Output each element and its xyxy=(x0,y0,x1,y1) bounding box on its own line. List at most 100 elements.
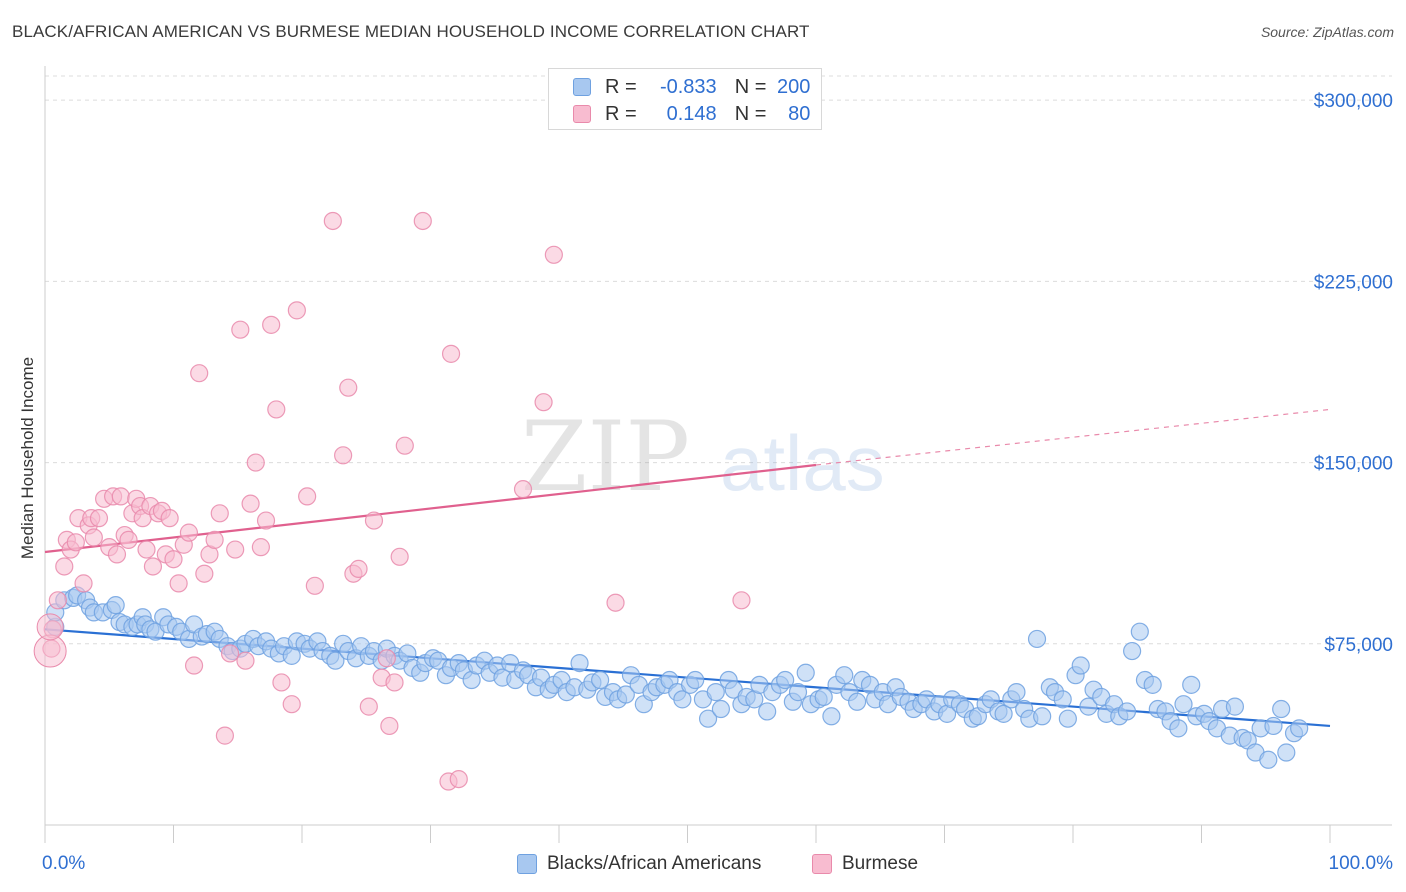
bottom-legend-label-burmese: Burmese xyxy=(842,853,919,874)
data-point xyxy=(111,487,130,506)
data-point xyxy=(1290,719,1309,738)
data-point xyxy=(210,504,229,523)
data-point xyxy=(848,692,867,711)
bottom-legend-swatch-blacks xyxy=(517,854,537,874)
data-point xyxy=(305,576,324,595)
legend-n-value: 200 xyxy=(777,75,811,98)
data-point xyxy=(673,690,692,709)
data-point xyxy=(698,709,718,728)
x-tick-label: 100.0% xyxy=(1329,853,1394,874)
series-burmese xyxy=(42,211,751,791)
data-point xyxy=(534,393,553,412)
data-point xyxy=(236,651,255,670)
data-point xyxy=(835,666,854,685)
data-point xyxy=(413,211,432,231)
data-point xyxy=(377,649,396,668)
legend-r-label: R = xyxy=(605,75,637,98)
data-point xyxy=(1272,699,1291,719)
x-tick-labels: 0.0% 100.0% xyxy=(42,853,1393,874)
data-point xyxy=(732,591,751,610)
data-point xyxy=(48,591,67,610)
data-point xyxy=(359,697,378,716)
data-point xyxy=(1225,697,1245,716)
bottom-legend-blacks[interactable]: Blacks/African Americans xyxy=(517,851,761,877)
data-point xyxy=(74,574,93,593)
data-point xyxy=(323,211,342,231)
legend-r-value: -0.833 xyxy=(659,75,717,98)
trend-line-burmese xyxy=(44,463,817,554)
data-point xyxy=(107,545,127,564)
data-point xyxy=(711,699,731,719)
data-point xyxy=(1071,656,1090,675)
data-point xyxy=(1053,690,1072,709)
data-point xyxy=(169,574,188,593)
data-point xyxy=(298,487,317,506)
data-point xyxy=(822,707,841,726)
data-points xyxy=(33,211,1309,791)
data-point xyxy=(334,446,353,465)
correlation-legend: R = -0.833 N = 200 R = 0.148 N = 80 xyxy=(548,68,822,130)
series-blacks xyxy=(46,586,1309,769)
data-point xyxy=(1130,622,1149,641)
data-point xyxy=(231,320,250,339)
data-point xyxy=(137,540,156,559)
grid-lines xyxy=(45,75,1392,645)
legend-row-blacks: R = -0.833 N = 200 xyxy=(573,76,810,98)
data-point xyxy=(1143,675,1162,694)
data-point xyxy=(1033,707,1052,726)
data-point xyxy=(1123,641,1142,661)
data-point xyxy=(591,670,610,690)
data-point xyxy=(1182,675,1201,694)
data-point xyxy=(776,670,795,690)
data-point xyxy=(184,656,204,675)
legend-row-burmese: R = 0.148 N = 80 xyxy=(573,103,810,125)
data-point xyxy=(267,400,286,419)
data-point xyxy=(119,530,138,549)
data-point xyxy=(164,550,183,569)
data-point xyxy=(262,315,281,334)
y-tick-label: $300,000 xyxy=(1314,91,1393,112)
data-point xyxy=(1169,719,1188,738)
data-point xyxy=(606,593,625,612)
data-point xyxy=(449,769,468,789)
legend-swatch-burmese xyxy=(573,105,591,123)
legend-swatch-blacks xyxy=(573,78,591,96)
data-point xyxy=(287,301,306,320)
data-point xyxy=(686,670,705,690)
y-axis-label: Median Household Income xyxy=(18,357,37,559)
legend-n-label: N = xyxy=(734,75,767,98)
data-point xyxy=(1058,709,1077,728)
watermark: ZIP atlas xyxy=(521,401,885,513)
data-point xyxy=(570,654,589,673)
data-point xyxy=(66,533,85,552)
y-tick-label: $150,000 xyxy=(1314,454,1393,475)
data-point xyxy=(106,596,125,615)
data-point xyxy=(758,702,777,721)
data-point xyxy=(195,564,214,583)
data-point xyxy=(544,245,563,264)
data-point xyxy=(616,685,635,704)
y-tick-label: $225,000 xyxy=(1314,272,1393,293)
data-point xyxy=(364,511,384,530)
data-point xyxy=(1277,743,1296,762)
legend-r-value: 0.148 xyxy=(666,102,717,125)
data-point xyxy=(160,509,179,528)
y-tick-label: $75,000 xyxy=(1324,635,1393,656)
bottom-legend-burmese[interactable]: Burmese xyxy=(812,851,918,877)
data-point xyxy=(349,559,368,578)
data-point xyxy=(326,651,345,670)
data-point xyxy=(251,538,270,557)
y-tick-labels: $75,000 $150,000 $225,000 $300,000 xyxy=(1314,91,1393,656)
data-point xyxy=(385,673,404,692)
data-point xyxy=(1259,750,1278,769)
data-point xyxy=(994,704,1013,723)
legend-r-label: R = xyxy=(605,102,637,125)
data-point xyxy=(441,344,461,363)
data-point xyxy=(1079,697,1098,716)
legend-n-label: N = xyxy=(734,102,767,125)
data-point xyxy=(282,695,301,714)
data-point xyxy=(226,540,245,559)
data-point xyxy=(89,509,109,528)
data-point xyxy=(814,687,833,707)
axes xyxy=(44,66,1392,843)
